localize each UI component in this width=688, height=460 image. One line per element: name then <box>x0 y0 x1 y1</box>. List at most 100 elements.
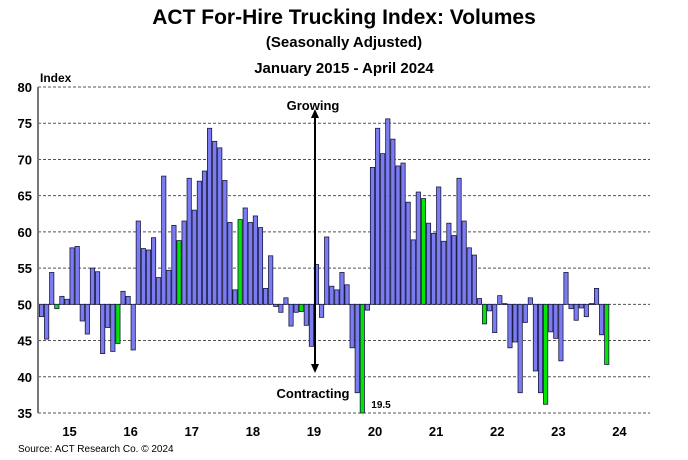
arrow-up-icon <box>311 109 319 118</box>
bar <box>237 219 243 305</box>
bar <box>466 247 472 305</box>
bar <box>359 303 365 414</box>
bar <box>89 267 96 305</box>
bar <box>171 224 177 305</box>
y-axis-label: Index <box>40 71 72 85</box>
bar <box>476 298 482 305</box>
bar <box>222 180 228 305</box>
bar <box>217 147 223 305</box>
bar <box>461 220 467 305</box>
growing-label: Growing <box>287 98 340 113</box>
bar <box>44 303 50 340</box>
x-tick-label: 17 <box>185 424 199 439</box>
bar <box>492 303 498 333</box>
bar <box>517 303 523 394</box>
bar <box>176 240 182 305</box>
bar <box>303 303 309 326</box>
bar <box>227 222 233 305</box>
bar <box>369 167 376 305</box>
bar <box>79 303 85 322</box>
x-tick-label: 23 <box>551 424 565 439</box>
bar <box>588 303 594 306</box>
bar <box>527 297 533 305</box>
bar <box>278 303 284 313</box>
bar <box>512 303 518 343</box>
bar <box>543 303 549 405</box>
bar <box>481 303 488 325</box>
bar <box>298 303 304 312</box>
contracting-label: Contracting <box>277 386 350 401</box>
bar <box>95 271 101 305</box>
bar <box>568 303 574 310</box>
bar <box>451 235 457 305</box>
bar <box>578 303 584 309</box>
bar <box>69 247 75 305</box>
bar <box>507 303 513 349</box>
bar <box>196 180 202 305</box>
x-tick-label: 24 <box>612 424 627 439</box>
y-tick-label: 60 <box>18 225 32 240</box>
source-note: Source: ACT Research Co. © 2024 <box>18 444 174 455</box>
bar <box>110 303 116 352</box>
y-tick-label: 55 <box>18 261 32 276</box>
x-tick-label: 16 <box>123 424 137 439</box>
chart-subtitle: (Seasonally Adjusted) <box>265 34 423 51</box>
bar <box>324 236 330 305</box>
bar <box>380 153 386 305</box>
bar <box>156 277 162 305</box>
bar <box>273 303 279 307</box>
bar <box>344 284 350 305</box>
bar <box>145 249 152 305</box>
bar <box>201 170 208 305</box>
bar <box>293 303 299 313</box>
bar <box>115 303 121 344</box>
bar <box>232 289 238 305</box>
bar <box>395 165 401 305</box>
chart-title: ACT For-Hire Trucking Index: Volumes <box>152 6 536 29</box>
bar <box>54 303 60 310</box>
bar <box>563 272 569 305</box>
bar <box>319 303 325 318</box>
bar <box>247 222 253 305</box>
bar <box>207 127 213 305</box>
bar <box>390 138 396 305</box>
bar <box>431 232 437 305</box>
bar <box>181 220 187 305</box>
y-tick-label: 45 <box>18 334 32 349</box>
bar <box>288 303 294 327</box>
bar <box>257 227 264 305</box>
bar <box>283 297 289 305</box>
y-tick-label: 40 <box>18 370 32 385</box>
bar <box>599 303 605 336</box>
y-tick-label: 35 <box>18 406 32 421</box>
bar <box>410 239 416 305</box>
bar <box>49 272 55 305</box>
bar <box>130 303 136 351</box>
bar <box>364 303 370 311</box>
bar <box>385 118 391 305</box>
x-tick-label: 21 <box>429 424 443 439</box>
bar <box>191 209 197 305</box>
bar <box>573 303 579 321</box>
bar <box>120 290 126 305</box>
bar <box>593 287 600 305</box>
bar <box>84 303 90 335</box>
bar <box>212 140 218 305</box>
x-tick-label: 18 <box>246 424 260 439</box>
y-tick-label: 50 <box>18 297 32 312</box>
bar <box>140 248 146 305</box>
bar <box>263 287 269 305</box>
arrow-down-icon <box>311 364 319 373</box>
bar <box>242 207 248 305</box>
bar <box>59 295 65 305</box>
bar <box>349 303 355 349</box>
bar <box>415 191 421 305</box>
chart-period: January 2015 - April 2024 <box>254 60 434 77</box>
bar <box>125 295 131 305</box>
bar <box>487 303 493 312</box>
bar <box>553 303 559 339</box>
bar <box>420 198 426 305</box>
y-tick-label: 80 <box>18 80 32 95</box>
bar <box>74 245 80 305</box>
x-tick-label: 22 <box>490 424 504 439</box>
